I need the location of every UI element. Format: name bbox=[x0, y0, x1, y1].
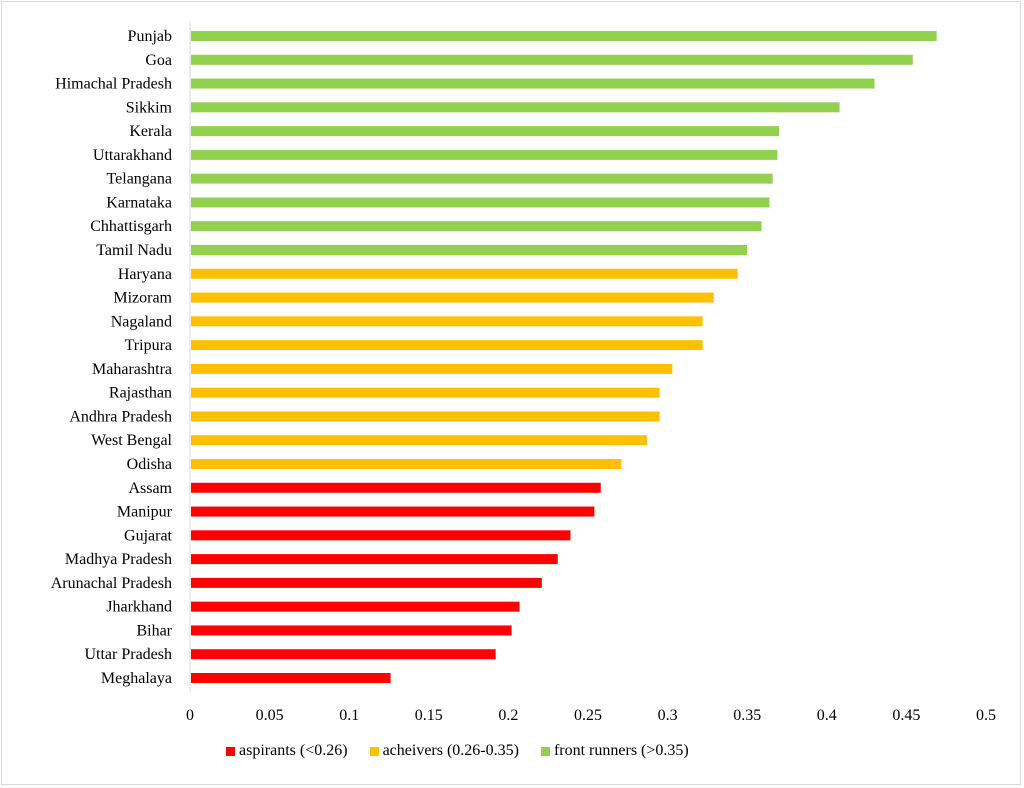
legend-item-aspirants: aspirants (<0.26) bbox=[226, 742, 348, 760]
x-tick-label: 0.05 bbox=[256, 707, 284, 724]
bar bbox=[191, 31, 937, 41]
category-label: Madhya Pradesh bbox=[65, 551, 172, 568]
category-label: Goa bbox=[145, 52, 172, 69]
bar bbox=[191, 577, 542, 588]
bar bbox=[191, 554, 558, 565]
legend-item-acheivers: acheivers (0.26-0.35) bbox=[369, 742, 519, 760]
category-label: Andhra Pradesh bbox=[69, 408, 172, 425]
bar bbox=[191, 387, 660, 398]
bar bbox=[191, 459, 622, 469]
category-label: Manipur bbox=[117, 504, 173, 521]
bar bbox=[191, 268, 738, 279]
bar bbox=[191, 340, 703, 351]
legend-label: acheivers (0.26-0.35) bbox=[382, 742, 519, 759]
bar bbox=[191, 316, 703, 327]
bar bbox=[191, 625, 512, 636]
category-label: Punjab bbox=[128, 28, 172, 45]
category-label: Sikkim bbox=[126, 99, 173, 116]
legend-swatch bbox=[540, 746, 550, 756]
category-label: Jharkhand bbox=[106, 599, 172, 616]
x-tick-label: 0.2 bbox=[498, 707, 518, 724]
bar bbox=[191, 102, 840, 113]
x-tick-label: 0.35 bbox=[733, 707, 761, 724]
category-label: Mizoram bbox=[113, 290, 172, 307]
x-tick-label: 0.45 bbox=[892, 707, 920, 724]
bar bbox=[191, 601, 520, 612]
bar bbox=[191, 292, 714, 303]
category-label: Uttarakhand bbox=[93, 147, 172, 164]
category-label: Rajasthan bbox=[109, 385, 172, 402]
category-label: Tamil Nadu bbox=[96, 242, 172, 259]
legend-label: front runners (>0.35) bbox=[553, 742, 689, 759]
bar bbox=[191, 149, 778, 160]
legend-label: aspirants (<0.26) bbox=[239, 742, 348, 759]
bar bbox=[191, 482, 601, 493]
bar bbox=[191, 54, 913, 65]
legend-item-front-runners: front runners (>0.35) bbox=[540, 742, 689, 760]
category-label: Haryana bbox=[118, 266, 172, 283]
category-label: Meghalaya bbox=[101, 670, 172, 687]
category-label: Maharashtra bbox=[92, 361, 172, 378]
legend-swatch bbox=[369, 746, 379, 756]
bar bbox=[191, 435, 647, 446]
bar bbox=[191, 221, 762, 232]
x-tick-label: 0.5 bbox=[976, 707, 996, 724]
bar bbox=[191, 530, 571, 541]
bar bbox=[191, 78, 875, 89]
category-label: Odisha bbox=[127, 456, 172, 473]
bar bbox=[191, 649, 496, 660]
category-label: Himachal Pradesh bbox=[55, 76, 172, 93]
x-tick-label: 0.3 bbox=[658, 707, 678, 724]
category-label: Kerala bbox=[129, 123, 172, 140]
category-label: Uttar Pradesh bbox=[84, 646, 172, 663]
category-label: Nagaland bbox=[111, 313, 172, 330]
legend: aspirants (<0.26) acheivers (0.26-0.35) … bbox=[226, 742, 689, 760]
bar bbox=[191, 126, 780, 137]
category-label: Tripura bbox=[125, 337, 172, 354]
category-label: Bihar bbox=[136, 622, 172, 639]
x-tick-label: 0.4 bbox=[817, 707, 837, 724]
bar bbox=[191, 173, 773, 184]
bar bbox=[191, 197, 770, 208]
x-tick-label: 0.15 bbox=[415, 707, 443, 724]
x-tick-label: 0.25 bbox=[574, 707, 602, 724]
category-label: Gujarat bbox=[124, 527, 173, 544]
category-label: Assam bbox=[128, 480, 172, 497]
category-label: Arunachal Pradesh bbox=[51, 575, 172, 592]
bar bbox=[191, 411, 660, 422]
bar bbox=[191, 363, 673, 374]
category-label: Karnataka bbox=[106, 194, 172, 211]
bar bbox=[191, 506, 595, 517]
category-label: West Bengal bbox=[91, 432, 172, 449]
bar bbox=[191, 245, 748, 255]
category-label: Chhattisgarh bbox=[90, 218, 172, 235]
bar bbox=[191, 673, 391, 683]
x-tick-label: 0.1 bbox=[339, 707, 359, 724]
category-label: Telangana bbox=[106, 171, 172, 188]
legend-swatch bbox=[226, 746, 235, 756]
x-tick-label: 0 bbox=[186, 707, 194, 724]
